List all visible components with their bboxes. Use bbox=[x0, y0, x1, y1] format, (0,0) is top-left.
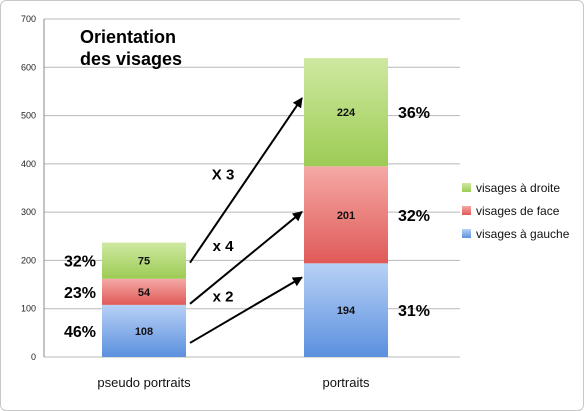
bar-segment bbox=[102, 304, 186, 357]
data-label: 75 bbox=[138, 256, 150, 268]
bar-segment bbox=[304, 166, 388, 264]
legend-swatch bbox=[462, 229, 471, 238]
y-tick-label: 700 bbox=[21, 14, 36, 24]
bar-segment bbox=[102, 242, 186, 279]
percent-label: 32% bbox=[398, 208, 430, 225]
data-label: 54 bbox=[138, 287, 151, 299]
data-label: 224 bbox=[337, 107, 356, 119]
y-tick-label: 600 bbox=[21, 62, 36, 72]
chart-title: Orientation des visages bbox=[80, 26, 182, 70]
bar-segment bbox=[304, 263, 388, 357]
chart-title-line-1: Orientation bbox=[80, 27, 177, 47]
arrow-label: x 4 bbox=[213, 238, 235, 255]
legend-swatch bbox=[462, 183, 471, 192]
y-tick-label: 200 bbox=[21, 255, 36, 265]
legend-swatch bbox=[462, 206, 471, 215]
y-tick-label: 0 bbox=[31, 352, 36, 362]
arrow bbox=[189, 276, 303, 344]
y-tick-label: 400 bbox=[21, 159, 36, 169]
chart-title-line-2: des visages bbox=[80, 49, 183, 69]
bar-segment bbox=[102, 278, 186, 305]
arrow-label: X 3 bbox=[212, 167, 235, 184]
y-tick-label: 300 bbox=[21, 207, 36, 217]
percent-label: 32% bbox=[64, 254, 96, 271]
x-tick-label: portraits bbox=[323, 375, 370, 390]
y-tick-label: 500 bbox=[21, 111, 36, 121]
legend-item: visages de face bbox=[462, 199, 569, 222]
legend-label: visages de face bbox=[476, 203, 560, 218]
x-tick-label: pseudo portraits bbox=[97, 375, 191, 390]
arrow-label: x 2 bbox=[213, 288, 234, 305]
data-label: 194 bbox=[337, 305, 356, 317]
arrow bbox=[189, 211, 303, 305]
legend-label: visages à gauche bbox=[476, 226, 570, 241]
y-tick-label: 100 bbox=[21, 304, 36, 314]
percent-label: 36% bbox=[398, 105, 430, 122]
bar-segment bbox=[304, 58, 388, 167]
legend-item: visages à droite bbox=[462, 176, 569, 199]
percent-label: 31% bbox=[398, 303, 430, 320]
chart-legend: visages à droite visages de face visages à… bbox=[462, 176, 569, 245]
percent-label: 23% bbox=[64, 285, 96, 302]
legend-label: visages à droite bbox=[476, 180, 561, 195]
percent-label: 46% bbox=[64, 324, 96, 341]
arrow bbox=[189, 97, 303, 264]
data-label: 108 bbox=[135, 326, 153, 338]
data-label: 201 bbox=[337, 210, 355, 222]
legend-item: visages à gauche bbox=[462, 222, 569, 245]
